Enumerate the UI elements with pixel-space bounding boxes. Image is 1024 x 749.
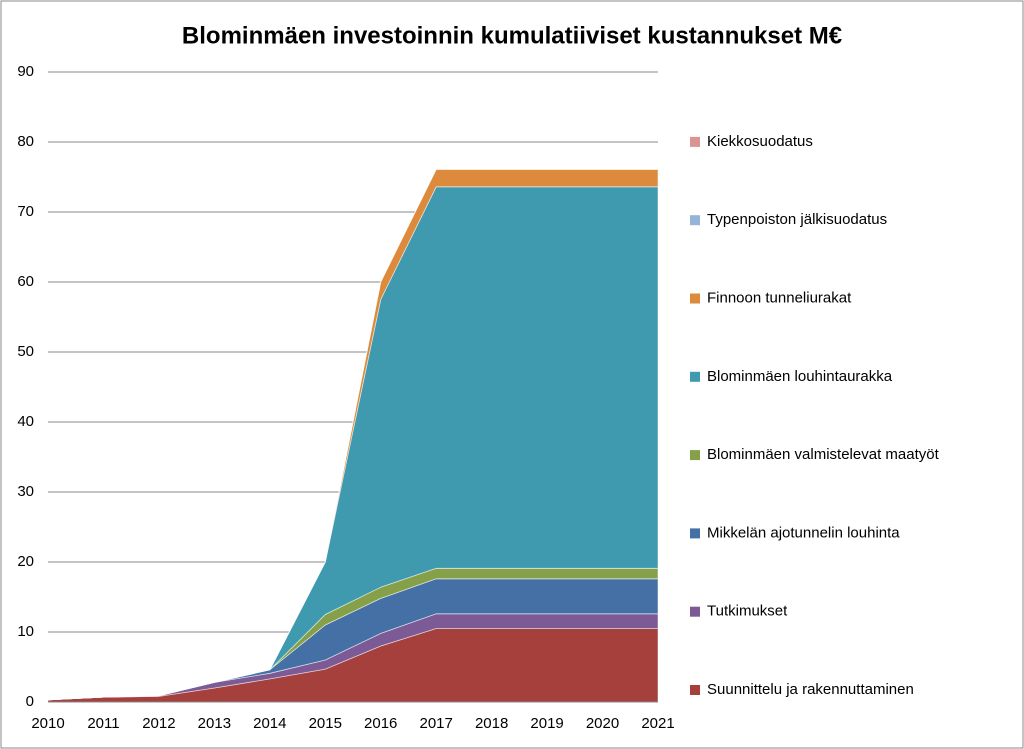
legend-swatch bbox=[690, 606, 700, 617]
x-tick-label: 2012 bbox=[142, 715, 175, 732]
legend-swatch bbox=[690, 293, 700, 304]
x-tick-label: 2019 bbox=[530, 715, 563, 732]
y-tick-label: 40 bbox=[17, 413, 34, 430]
legend-label: Typenpoiston jälkisuodatus bbox=[707, 211, 887, 228]
x-tick-label: 2016 bbox=[364, 715, 397, 732]
legend-swatch bbox=[690, 528, 700, 539]
y-tick-label: 90 bbox=[17, 63, 34, 80]
legend-swatch bbox=[690, 685, 700, 695]
legend-swatch bbox=[690, 450, 700, 461]
legend-label: Suunnittelu ja rakennuttaminen bbox=[707, 681, 914, 698]
legend-label: Mikkelän ajotunnelin louhinta bbox=[707, 524, 900, 541]
x-tick-label: 2011 bbox=[87, 715, 119, 732]
x-tick-label: 2010 bbox=[31, 715, 64, 732]
legend-label: Tutkimukset bbox=[707, 603, 788, 620]
legend-label: Kiekkosuodatus bbox=[707, 133, 813, 150]
y-tick-label: 60 bbox=[17, 273, 34, 290]
x-tick-label: 2013 bbox=[198, 715, 231, 732]
area bbox=[47, 168, 658, 701]
y-tick-label: 80 bbox=[17, 133, 34, 150]
legend-label: Finnoon tunneliurakat bbox=[707, 289, 852, 306]
legend-swatch bbox=[690, 136, 700, 147]
y-tick-label: 70 bbox=[17, 203, 34, 220]
legend-swatch bbox=[690, 215, 700, 226]
y-tick-label: 30 bbox=[17, 483, 34, 500]
x-tick-label: 2018 bbox=[475, 715, 508, 732]
y-tick-label: 10 bbox=[17, 623, 34, 640]
x-tick-label: 2014 bbox=[253, 715, 286, 732]
x-tick-label: 2021 bbox=[641, 715, 674, 732]
legend-label: Blominmäen valmistelevat maatyöt bbox=[707, 446, 940, 463]
x-tick-label: 2020 bbox=[586, 715, 619, 732]
chart-title: Blominmäen investoinnin kumulatiiviset k… bbox=[182, 22, 842, 49]
y-tick-label: 50 bbox=[17, 343, 34, 360]
x-tick-label: 2017 bbox=[419, 715, 452, 732]
y-tick-label: 0 bbox=[26, 693, 34, 710]
y-tick-label: 20 bbox=[17, 553, 34, 570]
legend-label: Blominmäen louhintaurakka bbox=[707, 368, 893, 385]
x-tick-label: 2015 bbox=[309, 715, 342, 732]
legend-swatch bbox=[690, 371, 700, 382]
